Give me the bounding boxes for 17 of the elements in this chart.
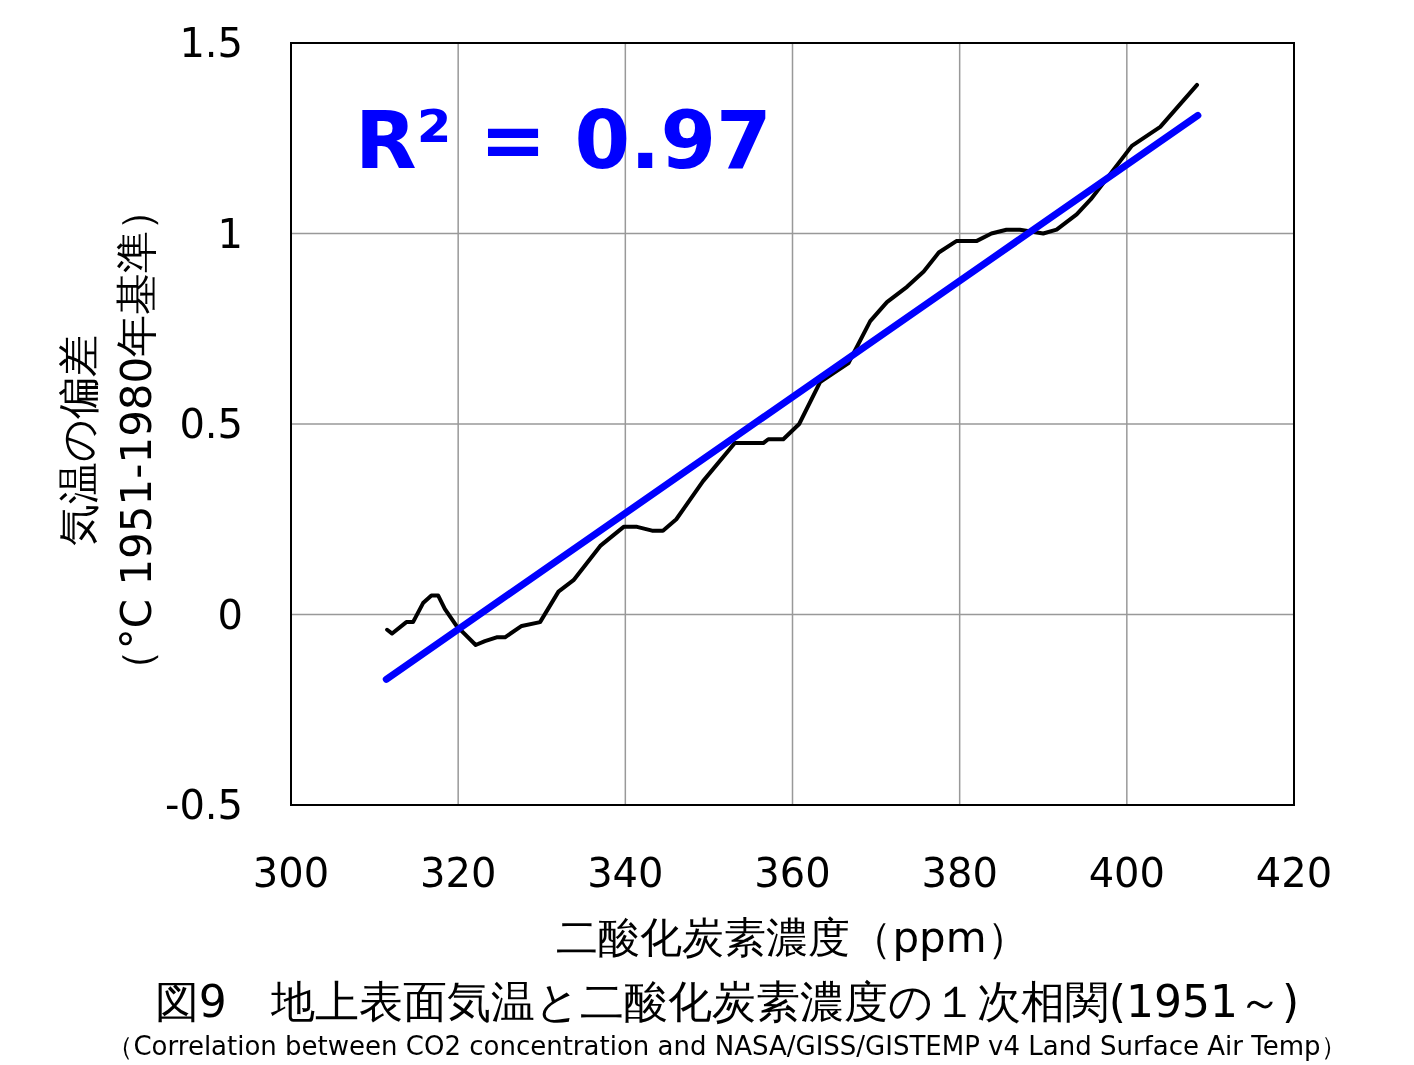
- text: （Correlation between CO2 concentration and NASA/GISS/GISTEMP v4 Land Surface Air Temp）: [107, 1031, 1347, 1061]
- y-axis-title: 気温の偏差（°C 1951-1980年基準）: [54, 188, 161, 692]
- y-tick-label: 0.5: [179, 401, 243, 447]
- y-tick-label: -0.5: [164, 782, 243, 828]
- x-tick-label: 380: [921, 850, 998, 896]
- x-tick-label: 300: [252, 850, 330, 896]
- x-tick-label: 320: [419, 850, 497, 896]
- y-tick-label: 1.5: [179, 20, 243, 66]
- x-tick-label: 420: [1255, 850, 1333, 896]
- x-tick-label: 400: [1088, 850, 1166, 896]
- text: 図9 地上表面気温と二酸化炭素濃度の１次相関(1951～): [154, 976, 1300, 1027]
- y-tick-label: 0: [217, 591, 243, 638]
- x-tick-label: 360: [754, 850, 831, 896]
- x-tick-label: 340: [587, 850, 664, 896]
- annotation: R² = 0.97: [355, 94, 772, 187]
- x-axis-title: 二酸化炭素濃度（ppm）: [556, 913, 1029, 962]
- y-tick-label: 1: [217, 210, 243, 257]
